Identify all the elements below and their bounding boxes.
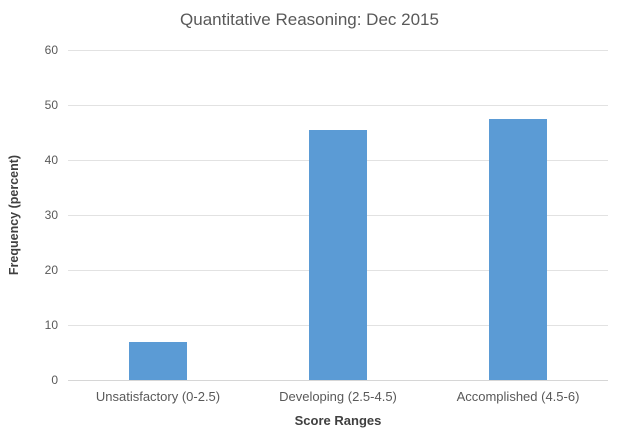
plot-area: 0 10 20 30 40 50 60 Unsatisfactory (0-2.5) Deve… (45, 43, 608, 404)
y-tick-label: 0 (51, 373, 58, 387)
y-tick-label: 10 (44, 318, 58, 332)
bar-slot (428, 50, 608, 380)
y-tick-label: 20 (44, 263, 58, 277)
y-tick-label: 50 (44, 98, 58, 112)
y-tick-label: 60 (44, 43, 58, 57)
bar (129, 341, 187, 380)
x-axis-tick-labels: Unsatisfactory (0-2.5) Developing (2.5-4.… (68, 389, 608, 404)
bar (309, 129, 367, 380)
category-label: Accomplished (4.5-6) (456, 389, 580, 404)
bar-series (68, 50, 608, 380)
y-tick-label: 30 (44, 208, 58, 222)
bar (489, 118, 547, 380)
category-label: Unsatisfactory (0-2.5) (95, 389, 221, 404)
x-axis-title: Score Ranges (294, 413, 382, 428)
gridline (68, 105, 608, 106)
y-axis-title: Frequency (percent) (7, 154, 21, 276)
chart-title: Quantitative Reasoning: Dec 2015 (180, 10, 439, 29)
y-tick-label: 40 (44, 153, 58, 167)
category-label: Developing (2.5-4.5) (279, 389, 397, 404)
bar-slot (68, 50, 248, 380)
gridline (68, 50, 608, 51)
bar-slot (248, 50, 428, 380)
